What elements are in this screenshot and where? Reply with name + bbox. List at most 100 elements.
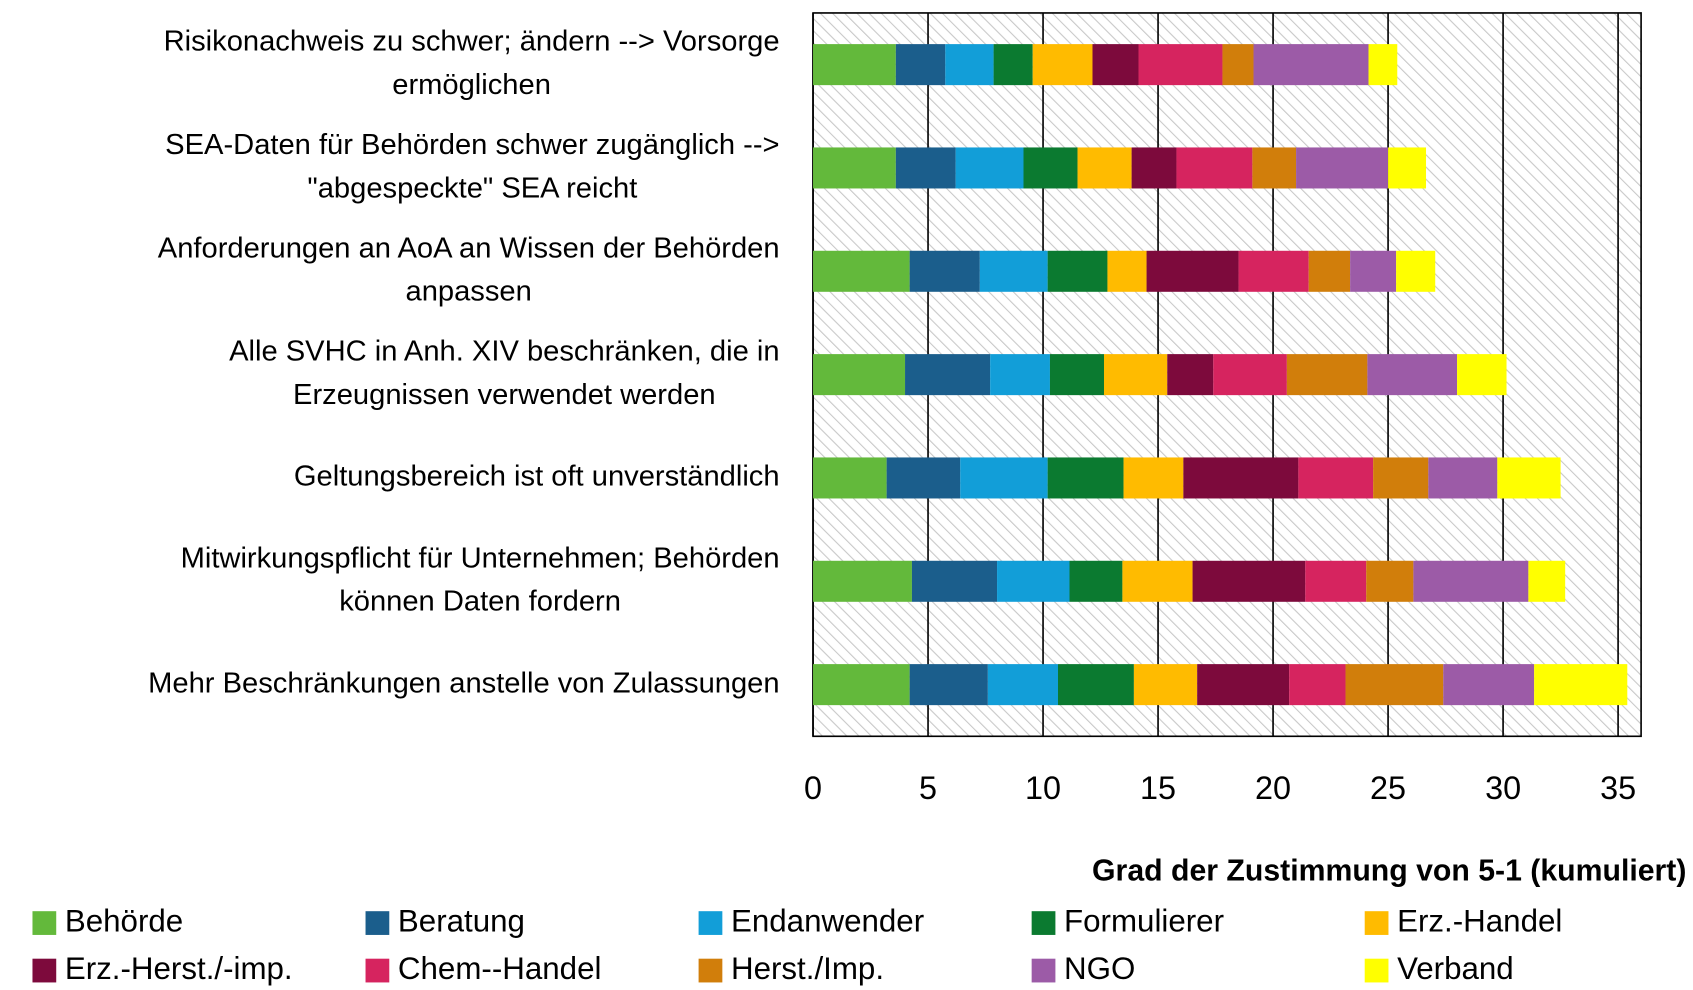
category-label: können Daten fordern bbox=[339, 586, 621, 618]
bar-segment bbox=[1092, 44, 1139, 86]
legend-label: Verband bbox=[1397, 951, 1514, 986]
bar-segment bbox=[1298, 457, 1374, 499]
bar-segment bbox=[997, 560, 1070, 602]
legend-swatch bbox=[32, 958, 57, 983]
bar-segment bbox=[1457, 354, 1507, 396]
bar-segment bbox=[945, 44, 994, 86]
legend-label: NGO bbox=[1064, 951, 1135, 986]
bar-segment bbox=[1167, 354, 1214, 396]
bar-segment bbox=[1373, 457, 1429, 499]
x-tick-label: 25 bbox=[1370, 770, 1406, 806]
bar-segment bbox=[813, 457, 887, 499]
bar-segment bbox=[1308, 250, 1351, 292]
bar-segment bbox=[1023, 147, 1078, 189]
bar-segment bbox=[1534, 664, 1628, 706]
category-label: ermöglichen bbox=[392, 69, 551, 101]
category-label: Geltungsbereich ist oft unverständlich bbox=[294, 461, 780, 493]
bar-segment bbox=[1077, 147, 1132, 189]
category-label: Risikonachweis zu schwer; ändern --> Vor… bbox=[164, 26, 780, 58]
bar-segment bbox=[1047, 457, 1124, 499]
bar-segment bbox=[1428, 457, 1498, 499]
x-axis-title: Grad der Zustimmung von 5-1 (kumuliert) bbox=[1092, 854, 1686, 887]
legend-swatch bbox=[32, 911, 57, 935]
bar-segment bbox=[1413, 560, 1529, 602]
x-tick-label: 35 bbox=[1600, 770, 1636, 806]
bar-segment bbox=[1396, 250, 1436, 292]
x-tick-label: 5 bbox=[919, 770, 937, 806]
bar-segment bbox=[1286, 354, 1368, 396]
bar-segment bbox=[1252, 147, 1297, 189]
legend-swatch bbox=[1031, 911, 1056, 935]
bar-segment bbox=[1350, 250, 1397, 292]
legend-swatch bbox=[365, 911, 390, 935]
bar-segment bbox=[813, 560, 912, 602]
bar-segment bbox=[1443, 664, 1535, 706]
category-label: "abgespeckte" SEA reicht bbox=[307, 172, 637, 204]
bar-segment bbox=[813, 147, 896, 189]
bar-segment bbox=[987, 664, 1058, 706]
bar-segment bbox=[1388, 147, 1427, 189]
bar-segment bbox=[1107, 250, 1147, 292]
bar-segment bbox=[1197, 664, 1290, 706]
bar-segment bbox=[1497, 457, 1561, 499]
bar-segment bbox=[960, 457, 1048, 499]
bar-segment bbox=[1047, 250, 1108, 292]
legend-swatch bbox=[698, 911, 723, 935]
bar-segment bbox=[1289, 664, 1346, 706]
category-label: Mehr Beschränkungen anstelle von Zulassu… bbox=[148, 667, 779, 699]
bar-segment bbox=[1528, 560, 1566, 602]
bar-segment bbox=[1213, 354, 1287, 396]
legend-swatch bbox=[1364, 958, 1389, 983]
category-label: anpassen bbox=[406, 276, 532, 308]
bar-segment bbox=[1049, 354, 1105, 396]
bar-segment bbox=[1238, 250, 1309, 292]
bar-segment bbox=[1123, 457, 1184, 499]
category-label: Alle SVHC in Anh. XIV beschränken, die i… bbox=[229, 336, 779, 368]
category-label: Mitwirkungspflicht für Unternehmen; Behö… bbox=[181, 542, 780, 574]
bar-segment bbox=[1032, 44, 1093, 86]
x-tick-label: 15 bbox=[1140, 770, 1176, 806]
bar-segment bbox=[1069, 560, 1123, 602]
bar-segment bbox=[1131, 147, 1177, 189]
bar-segment bbox=[911, 560, 998, 602]
legend-label: Formulierer bbox=[1064, 903, 1224, 938]
bar-segment bbox=[895, 147, 956, 189]
bar-segment bbox=[990, 354, 1050, 396]
legend-label: Endanwender bbox=[731, 903, 924, 938]
bar-segment bbox=[1296, 147, 1389, 189]
bar-segment bbox=[955, 147, 1024, 189]
legend-label: Beratung bbox=[398, 903, 525, 938]
bar-segment bbox=[1138, 44, 1223, 86]
legend-label: Behörde bbox=[65, 903, 183, 938]
bar-segment bbox=[895, 44, 946, 86]
bar-segment bbox=[1345, 664, 1444, 706]
bar-segment bbox=[886, 457, 961, 499]
bar-segment bbox=[1122, 560, 1193, 602]
bar-segment bbox=[813, 44, 896, 86]
legend-label: Erz.-Handel bbox=[1397, 903, 1562, 938]
bar-segment bbox=[1192, 560, 1306, 602]
legend-swatch bbox=[698, 958, 723, 983]
bar-segment bbox=[1104, 354, 1168, 396]
bar-segment bbox=[1146, 250, 1239, 292]
legend-label: Erz.-Herst./-imp. bbox=[65, 951, 293, 986]
bar-segment bbox=[1368, 44, 1398, 86]
bar-segment bbox=[813, 354, 906, 396]
bar-segment bbox=[1305, 560, 1367, 602]
x-tick-label: 30 bbox=[1485, 770, 1521, 806]
bar-segment bbox=[813, 664, 910, 706]
bar-segment bbox=[1253, 44, 1369, 86]
legend-label: Herst./Imp. bbox=[731, 951, 884, 986]
bar-segment bbox=[813, 250, 910, 292]
bar-segment bbox=[1183, 457, 1299, 499]
bar-segment bbox=[1176, 147, 1253, 189]
bar-segment bbox=[909, 664, 988, 706]
bar-segment bbox=[1222, 44, 1254, 86]
x-tick-label: 20 bbox=[1255, 770, 1291, 806]
bar-segment bbox=[1133, 664, 1198, 706]
bar-segment bbox=[1367, 354, 1458, 396]
x-tick-label: 10 bbox=[1025, 770, 1061, 806]
legend-swatch bbox=[1031, 958, 1056, 983]
category-label: Anforderungen an AoA an Wissen der Behör… bbox=[158, 232, 780, 264]
